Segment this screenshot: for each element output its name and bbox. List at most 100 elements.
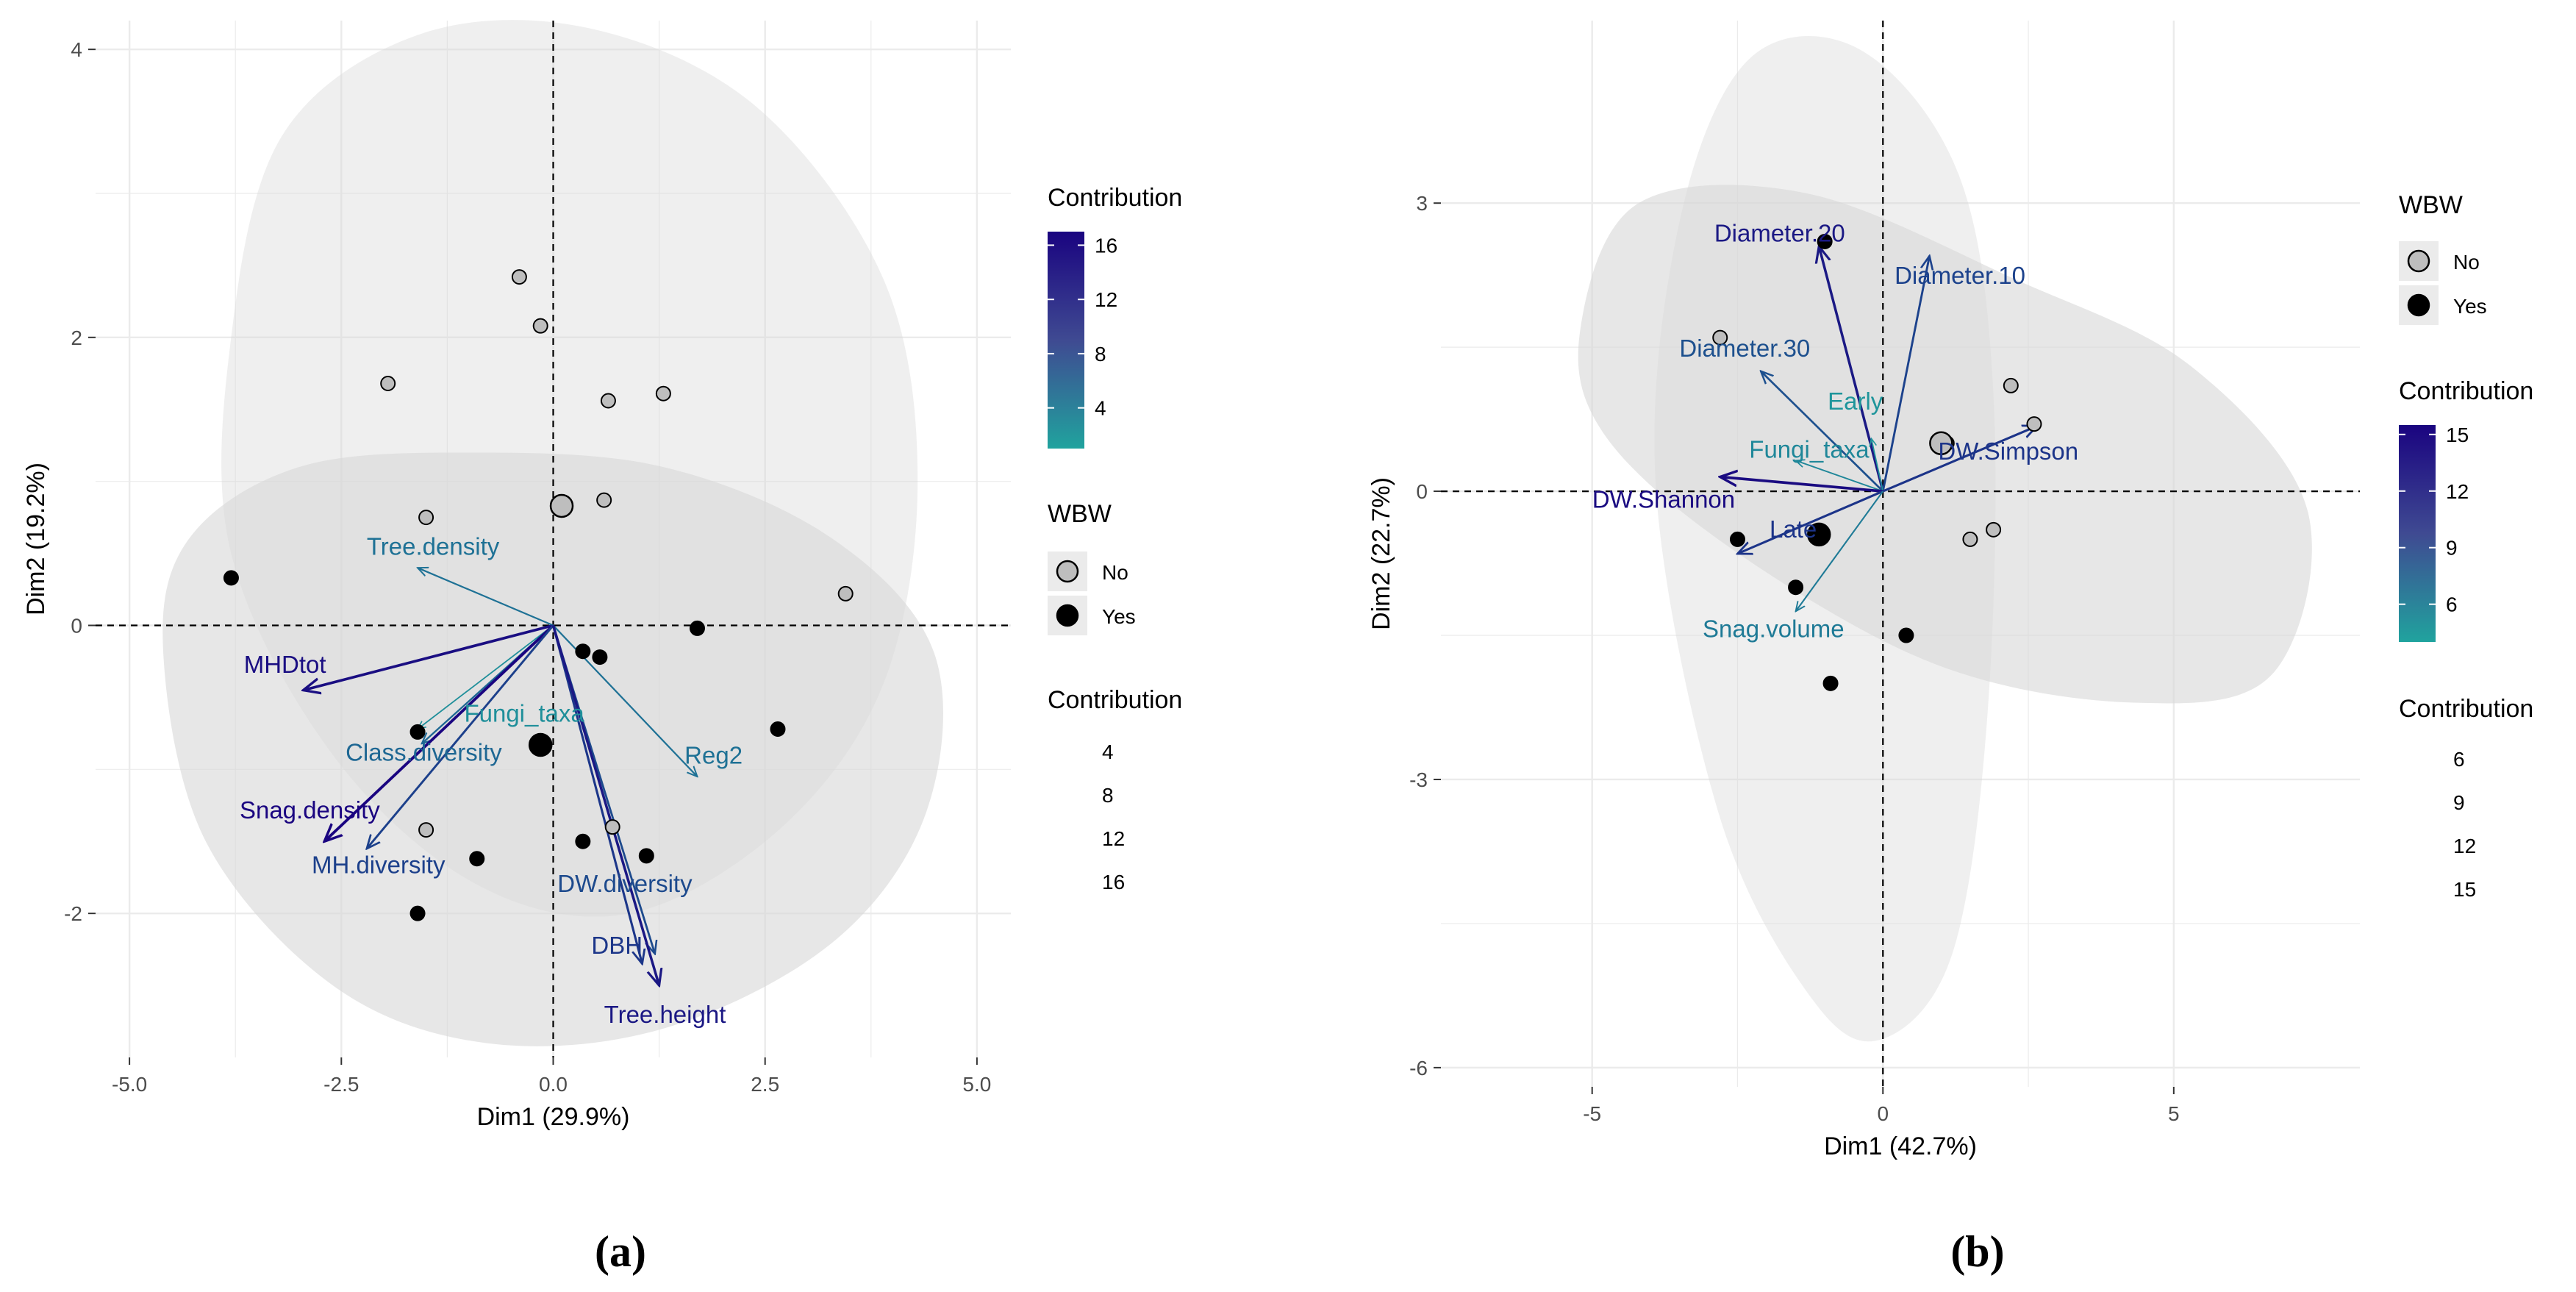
individual-point-no [596,492,612,508]
x-tick-label: -2.5 [323,1073,359,1096]
y-tick-label: -6 [1409,1057,1428,1079]
colorbar-tick-label: 9 [2446,537,2458,560]
variable-label-tree-height: Tree.height [604,1001,726,1028]
group-centroid-yes [528,732,553,757]
variable-arrow-tree-density [418,568,554,627]
individual-point-no [532,318,548,334]
individual-point-yes [469,851,485,867]
group-key-no [2407,249,2430,273]
variable-arrow-diameter-20 [1819,246,1884,492]
variable-arrow-dbh [552,625,643,964]
variable-arrow-diameter-30 [1761,371,1884,493]
y-tick-label: 2 [71,326,82,349]
size-legend-title: Contribution [1048,686,1182,714]
individual-point-yes [409,724,426,740]
x-tick-label: -5.0 [112,1073,147,1096]
size-legend-label: 4 [1102,740,1114,763]
group-centroid-no [549,493,574,518]
group-centroid-yes [1806,522,1831,547]
individual-point-yes [1898,627,1914,643]
variable-label-dw-diversity: DW.diversity [557,870,693,897]
individual-point-no [2026,416,2042,432]
individual-point-no [418,822,434,838]
variable-label-class-diversity: Class.diversity [346,739,502,766]
variable-arrow-early [1871,438,1884,492]
confidence-ellipse-yes [162,452,944,1046]
caption-a: (a) [595,1227,646,1276]
y-axis-label: Dim2 (19.2%) [22,463,50,615]
individual-point-no [837,585,854,602]
group-centroid-no [1929,431,1953,456]
colorbar-tick-label: 4 [1095,397,1106,420]
colorbar [2399,425,2436,642]
group-key-yes [2407,293,2430,317]
individual-point-yes [1817,233,1833,249]
individual-point-yes [409,905,426,921]
variable-arrow-diameter-10 [1881,256,1929,492]
individual-point-yes [1822,675,1839,691]
variable-label-late: Late [1770,515,1817,543]
variable-label-snag-density: Snag.density [240,796,380,824]
variable-arrow-fungi-taxa [1796,460,1883,492]
size-legend-label: 6 [2453,748,2465,771]
variable-arrow-dw-simpson [1882,426,2037,493]
individual-point-yes [638,848,654,864]
variable-arrow-mh-diversity [367,624,554,849]
size-legend-label: 15 [2453,878,2476,901]
colorbar-title: Contribution [2399,377,2533,405]
variable-label-dw-simpson: DW.Simpson [1938,438,2078,465]
panel-b: Diameter.20 Diameter.10 Diameter.30 Early Fu… [1367,21,2533,1160]
x-tick-label: 0 [1877,1102,1889,1125]
variable-label-mhdtot: MHDtot [244,651,326,678]
y-tick-label: -2 [64,902,82,925]
group-key-yes [1056,604,1079,627]
individual-point-yes [1788,579,1804,596]
individual-point-no [2003,377,2019,393]
x-axis-label: Dim1 (42.7%) [1824,1132,1977,1160]
individual-point-no [655,385,671,401]
variable-arrow-snag-volume [1796,490,1884,611]
variable-arrow-mhdtot [303,624,554,690]
variable-label-diameter-10: Diameter.10 [1895,262,2025,289]
individual-point-no [600,393,616,409]
colorbar [1048,232,1084,449]
x-tick-label: 0.0 [539,1073,568,1096]
variable-label-fungi-taxa: Fungi_taxa [464,700,584,727]
variable-label-dbh: DBH [591,932,643,959]
size-legend-label: 8 [1102,784,1114,807]
x-tick-label: 2.5 [751,1073,779,1096]
caption-b: (b) [1950,1227,2004,1276]
variable-arrow-fungi-taxa [418,624,554,729]
x-tick-label: 5.0 [962,1073,991,1096]
y-tick-label: -3 [1409,768,1428,791]
group-key-label: No [2453,251,2480,274]
individual-point-yes [689,620,705,636]
colorbar-title: Contribution [1048,184,1182,212]
individual-point-yes [592,649,608,665]
variable-label-mh-diversity: MH.diversity [312,851,446,878]
variable-label-snag-volume: Snag.volume [1703,615,1845,643]
y-tick-label: 3 [1416,192,1428,215]
variable-label-fungi-taxa: Fungi_taxa [1749,435,1870,463]
size-legend-title: Contribution [2399,695,2533,723]
x-tick-label: -5 [1583,1102,1601,1125]
size-legend-label: 12 [1102,827,1125,850]
x-tick-label: 5 [2168,1102,2180,1125]
individual-point-no [604,819,620,835]
individual-point-yes [1729,531,1745,547]
group-key-label: No [1102,561,1128,584]
y-tick-label: 4 [71,38,82,61]
variable-arrow-dw-shannon [1720,477,1883,493]
panel-a: MHDtot Tree.density Fungi_taxa Class.divers… [22,20,1182,1131]
variable-arrow-late [1737,490,1883,554]
group-key-no [1056,560,1079,583]
variable-label-dw-shannon: DW.Shannon [1592,485,1735,513]
individual-point-yes [223,570,239,586]
y-tick-label: 0 [1416,480,1428,503]
variable-label-tree-density: Tree.density [367,533,500,560]
variable-label-early: Early [1828,388,1883,415]
individual-point-no [1962,531,1978,547]
individual-point-yes [575,833,591,849]
